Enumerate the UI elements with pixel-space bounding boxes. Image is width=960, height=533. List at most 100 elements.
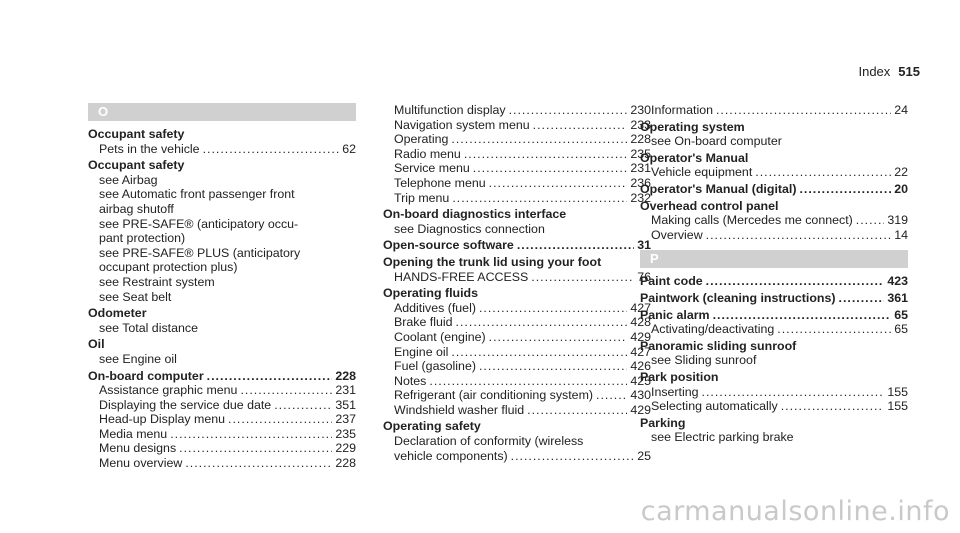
index-subentry: Media menu 235	[88, 427, 356, 442]
dot-leader	[451, 345, 627, 360]
watermark: carmanualsonline.info	[640, 496, 950, 527]
index-subentry: Activating/deactivating 65	[640, 322, 908, 337]
index-term-text: Opening the trunk lid using your foot	[383, 254, 602, 269]
index-page-ref: 429	[630, 402, 651, 417]
index-term-text: Occupant safety	[88, 127, 185, 141]
dot-leader	[533, 118, 628, 133]
index-page-ref: 228	[630, 132, 651, 147]
index-term: Park position	[640, 370, 908, 385]
index-term-text: Panoramic sliding sunroof	[640, 338, 797, 353]
dot-leader	[429, 374, 627, 389]
index-subentry: Coolant (engine) 429	[383, 330, 651, 345]
index-subentry-text: see Automatic front passenger front	[99, 187, 295, 202]
dot-leader	[489, 176, 628, 191]
index-term-text: Panic alarm	[640, 307, 710, 322]
index-subentry: Refrigerant (air conditioning system) 430	[383, 388, 651, 403]
index-entry: Occupant safety see Airbag see Automatic f…	[88, 158, 356, 304]
index-subentry: Vehicle equipment 22	[640, 165, 908, 180]
index-subentry: Trip menu 232	[383, 191, 651, 206]
index-page-ref: 427	[630, 300, 651, 315]
index-page-ref: 319	[887, 213, 908, 228]
index-subentry-text: occupant protection plus)	[99, 260, 238, 275]
dot-leader	[464, 147, 628, 162]
index-term: On-board diagnostics interface	[383, 207, 651, 222]
header-title: Index	[858, 64, 891, 79]
index-term-text: Operator's Manual	[640, 150, 749, 165]
index-page-ref: 76	[637, 269, 651, 284]
index-subentry: Menu overview 228	[88, 456, 356, 471]
index-entry: Multifunction display230Navigation syste…	[383, 103, 651, 205]
index-page-ref: 233	[630, 117, 651, 132]
dot-leader	[203, 142, 340, 157]
index-subentry: Navigation system menu 233	[383, 118, 651, 133]
index-subentry: Engine oil 427	[383, 345, 651, 360]
dot-leader	[527, 403, 627, 418]
index-entry: Overhead control panel Making calls (Merc…	[640, 199, 908, 243]
index-subentry: see Electric parking brake	[640, 430, 908, 445]
index-entry: Paint code 423	[640, 274, 908, 289]
index-entry: Operating system see On-board computer	[640, 120, 908, 149]
index-subentry: Declaration of conformity (wireless	[383, 434, 651, 449]
index-column-2: Multifunction display230Navigation syste…	[383, 103, 651, 463]
dot-leader	[509, 103, 628, 118]
dot-leader	[755, 165, 891, 180]
dot-leader	[274, 398, 332, 413]
index-subentry: Menu designs 229	[88, 441, 356, 456]
index-term: Occupant safety	[88, 127, 356, 142]
index-entry: Parking see Electric parking brake	[640, 416, 908, 445]
index-subentry-text: vehicle components)	[394, 448, 508, 463]
index-term-text: Overhead control panel	[640, 198, 779, 213]
index-page-ref: 65	[894, 322, 908, 337]
section-letter-header: P	[640, 250, 908, 269]
index-term-text: Park position	[640, 369, 719, 384]
index-page-ref: 237	[335, 412, 356, 427]
index-subentry-text: Telephone menu	[394, 175, 486, 190]
index-subentry: HANDS-FREE ACCESS 76	[383, 270, 651, 285]
index-term: On-board computer 228	[88, 369, 356, 384]
index-subentry: Telephone menu 236	[383, 176, 651, 191]
index-page-ref: 428	[630, 315, 651, 330]
index-subentry-text: Menu designs	[99, 441, 177, 456]
index-term: Paint code 423	[640, 274, 908, 289]
index-subentry: Making calls (Mercedes me connect) 319	[640, 213, 908, 228]
index-term-text: Parking	[640, 415, 686, 430]
index-page-ref: 62	[342, 141, 356, 156]
index-subentry-text: Fuel (gasoline)	[394, 359, 476, 374]
index-subentry-text: Multifunction display	[394, 103, 506, 117]
index-subentry-text: Information	[651, 103, 713, 117]
index-subentry: Information 24	[640, 103, 908, 118]
index-term: Operating system	[640, 120, 908, 135]
index-entry: Paintwork (cleaning instructions) 361	[640, 291, 908, 306]
index-subentry-text: pant protection)	[99, 231, 186, 246]
dot-leader	[706, 274, 885, 289]
index-page-ref: 229	[335, 441, 356, 456]
index-term: Panic alarm 65	[640, 308, 908, 323]
index-subentry-text: Overview	[651, 227, 703, 242]
index-subentry: Brake fluid 428	[383, 315, 651, 330]
index-subentry-text: see Diagnostics connection	[394, 221, 545, 236]
dot-leader	[839, 291, 885, 306]
index-term-text: On-board diagnostics interface	[383, 207, 567, 222]
dot-leader	[179, 441, 332, 456]
index-term: Oil	[88, 337, 356, 352]
index-term: Operating safety	[383, 419, 651, 434]
index-page-ref: 430	[630, 388, 651, 403]
index-subentry: see Sliding sunroof	[640, 353, 908, 368]
index-subentry-text: Operating	[394, 132, 449, 147]
index-term-text: Occupant safety	[88, 158, 185, 173]
dot-leader	[451, 132, 627, 147]
index-subentry-text: see Engine oil	[99, 351, 177, 366]
index-page-ref: 14	[894, 227, 908, 242]
index-subentry: Assistance graphic menu 231	[88, 383, 356, 398]
index-subentry: airbag shutoff	[88, 202, 356, 217]
dot-leader	[777, 322, 891, 337]
dot-leader	[240, 383, 332, 398]
index-page-ref: 425	[630, 373, 651, 388]
index-term-text: Paintwork (cleaning instructions)	[640, 290, 836, 305]
index-subentry: Additives (fuel) 427	[383, 301, 651, 316]
dot-leader	[489, 330, 628, 345]
index-page-ref: 65	[894, 307, 908, 322]
index-term-text: Operator's Manual (digital)	[640, 181, 797, 196]
